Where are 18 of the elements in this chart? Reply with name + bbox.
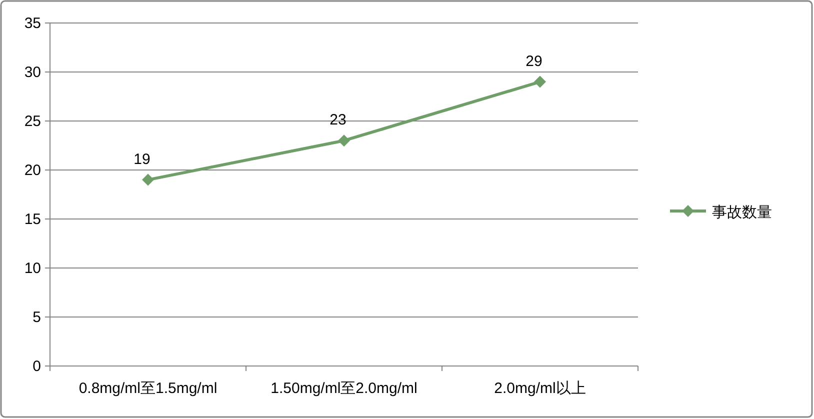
data-label: 29 (526, 52, 542, 70)
y-tick-label: 15 (24, 211, 41, 228)
x-tick-label: 0.8mg/ml至1.5mg/ml (78, 380, 218, 397)
data-label: 19 (134, 150, 150, 168)
point (534, 76, 546, 88)
y-tick-label: 10 (24, 260, 41, 277)
y-tick-label: 30 (24, 64, 41, 81)
legend-label: 事故数量 (712, 204, 772, 221)
y-tick-label: 35 (24, 15, 41, 32)
point (338, 134, 350, 147)
y-tick-label: 20 (24, 162, 41, 179)
x-tick-label: 1.50mg/ml至2.0mg/ml (270, 380, 418, 397)
y-tick-label: 25 (24, 113, 41, 130)
y-tick-label: 5 (32, 309, 41, 326)
point (142, 174, 154, 186)
data-label: 23 (330, 112, 346, 129)
x-tick-label: 2.0mg/ml以上 (494, 380, 586, 397)
y-tick-label: 0 (32, 358, 41, 375)
